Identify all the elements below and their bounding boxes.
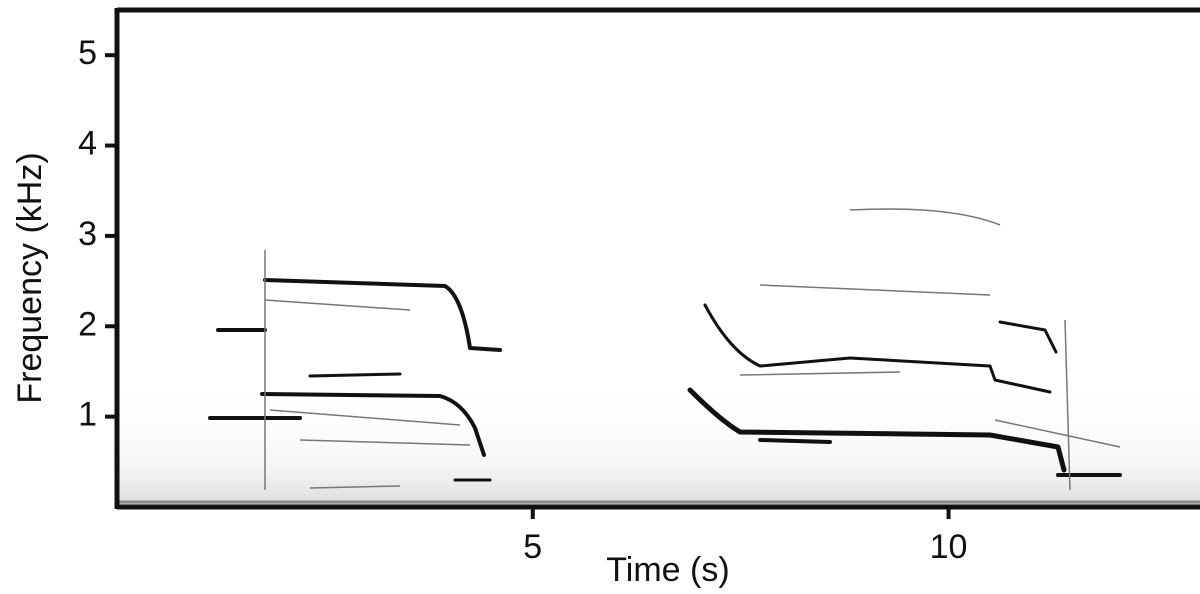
x-axis-label: Time (s) [606,551,729,589]
frame [114,7,1200,510]
y-tick-label: 2 [78,305,97,343]
trace [263,278,502,352]
faint-trace [739,208,1121,491]
y-tick-label: 5 [78,34,97,72]
y-tick-label: 3 [78,215,97,253]
faint-trace [264,250,471,490]
trace [260,392,486,457]
x-tick-label: 5 [523,528,542,566]
y-tick-label: 1 [78,396,97,434]
trace [998,320,1058,354]
trace [758,438,832,444]
y-tick-label: 4 [78,125,97,163]
x-tick-label: 10 [930,528,968,566]
trace [703,303,1052,394]
trace [687,387,1067,473]
spectrogram-image [119,208,1200,505]
trace [308,372,402,378]
y-axis-label: Frequency (kHz) [11,152,49,403]
